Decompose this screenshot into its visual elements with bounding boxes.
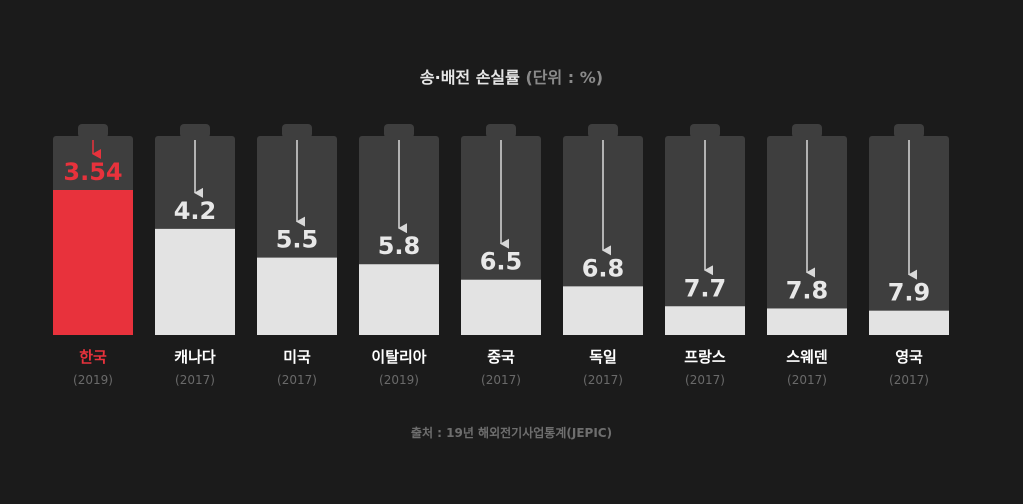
bar-fill: [359, 264, 439, 335]
bar-fill: [53, 190, 133, 335]
category-label: 미국: [283, 348, 311, 366]
category-label: 이탈리아: [371, 348, 426, 366]
category-label: 중국: [487, 348, 515, 366]
chart-title-text: 송·배전 손실률: [419, 68, 520, 87]
battery-cap: [282, 124, 312, 138]
battery-cap: [792, 124, 822, 138]
category-label: 캐나다: [174, 348, 216, 366]
year-label: (2019): [379, 373, 419, 387]
year-label: (2017): [277, 373, 317, 387]
battery-cap: [180, 124, 210, 138]
bar-fill: [767, 308, 847, 335]
year-label: (2017): [481, 373, 521, 387]
value-label: 7.7: [684, 274, 727, 302]
category-label: 스웨덴: [786, 348, 827, 366]
value-label: 7.9: [888, 279, 931, 307]
year-label: (2017): [685, 373, 725, 387]
year-label: (2017): [787, 373, 827, 387]
value-label: 6.5: [480, 248, 523, 276]
battery-cap: [486, 124, 516, 138]
category-label: 프랑스: [684, 348, 726, 366]
category-label: 한국: [79, 348, 107, 366]
battery-cap: [894, 124, 924, 138]
value-label: 5.5: [276, 226, 319, 254]
battery-cap: [690, 124, 720, 138]
bar-fill: [461, 279, 541, 335]
category-label: 영국: [895, 348, 923, 366]
bar-fill: [257, 257, 337, 335]
source-note: 출처 : 19년 해외전기사업통계(JEPIC): [410, 426, 613, 440]
battery-cap: [588, 124, 618, 138]
value-label: 3.54: [63, 158, 122, 186]
year-label: (2019): [73, 373, 113, 387]
bar-fill: [869, 310, 949, 335]
bar-fill: [155, 228, 235, 335]
year-label: (2017): [175, 373, 215, 387]
value-label: 6.8: [582, 254, 625, 282]
chart-unit: (단위 : %): [525, 68, 604, 87]
chart-title: 송·배전 손실률 (단위 : %): [0, 64, 1023, 88]
battery-cap: [78, 124, 108, 138]
value-label: 7.8: [786, 276, 829, 304]
category-label: 독일: [589, 348, 617, 366]
year-label: (2017): [889, 373, 929, 387]
bar-fill: [563, 286, 643, 335]
value-label: 5.8: [378, 232, 421, 260]
bar-fill: [665, 306, 745, 335]
year-label: (2017): [583, 373, 623, 387]
value-label: 4.2: [174, 197, 217, 225]
battery-cap: [384, 124, 414, 138]
